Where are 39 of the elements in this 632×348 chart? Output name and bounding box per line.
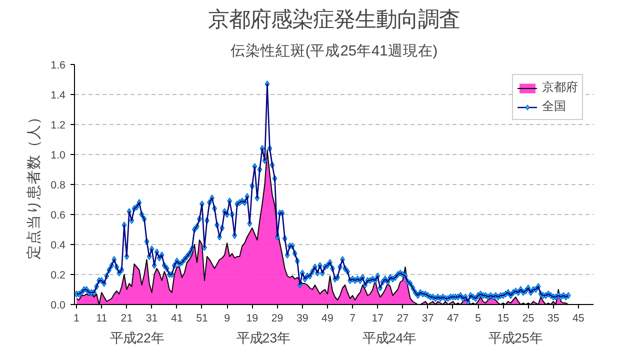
x-tick-label: 7: [350, 312, 356, 324]
legend-label: 京都府: [542, 79, 578, 96]
x-tick-label: 35: [547, 312, 560, 324]
x-tick-label: 45: [572, 312, 584, 324]
x-tick-label: 51: [196, 312, 208, 324]
text: 平成23年: [236, 330, 290, 346]
x-tick-label: 11: [96, 312, 108, 324]
chart-subtitle: 伝染性紅斑(平成25年41週現在): [230, 42, 438, 60]
x-tick-label: 9: [224, 312, 230, 324]
x-tick-label: 39: [296, 312, 308, 324]
x-tick-label: 31: [146, 312, 158, 324]
y-tick-label: 0.4: [50, 240, 66, 252]
x-tick-label: 37: [422, 312, 434, 324]
x-tick-label: 41: [170, 312, 183, 324]
x-tick-label: 15: [497, 312, 510, 324]
y-axis-title: 定点当り患者数（人）: [26, 110, 43, 260]
x-tick-label: 29: [271, 312, 284, 324]
x-tick-label: 25: [522, 312, 534, 324]
x-tick-label: 1: [74, 312, 80, 324]
x-tick-label: 19: [246, 312, 258, 324]
legend-label: 全国: [542, 98, 566, 115]
x-tick-label: 5: [475, 312, 482, 324]
x-tick-label: 49: [322, 312, 334, 324]
text: 平成22年: [110, 330, 164, 346]
y-tick-label: 0.8: [50, 180, 66, 192]
x-tick-label: 21: [120, 312, 133, 324]
y-tick-label: 1.0: [50, 150, 66, 162]
y-tick-label: 1.6: [50, 60, 66, 72]
text: 平成24年: [362, 330, 416, 346]
y-tick-label: 1.2: [50, 120, 66, 132]
y-tick-label: 0.0: [50, 300, 66, 312]
y-tick-label: 0.6: [50, 210, 66, 222]
text: 平成25年: [488, 330, 542, 346]
x-tick-label: 17: [372, 312, 384, 324]
x-tick-label: 27: [396, 312, 409, 324]
x-tick-label: 47: [447, 312, 459, 324]
chart-title: 京都府感染症発生動向調査: [208, 8, 460, 32]
y-tick-label: 1.4: [50, 90, 66, 102]
y-tick-label: 0.2: [50, 270, 66, 282]
